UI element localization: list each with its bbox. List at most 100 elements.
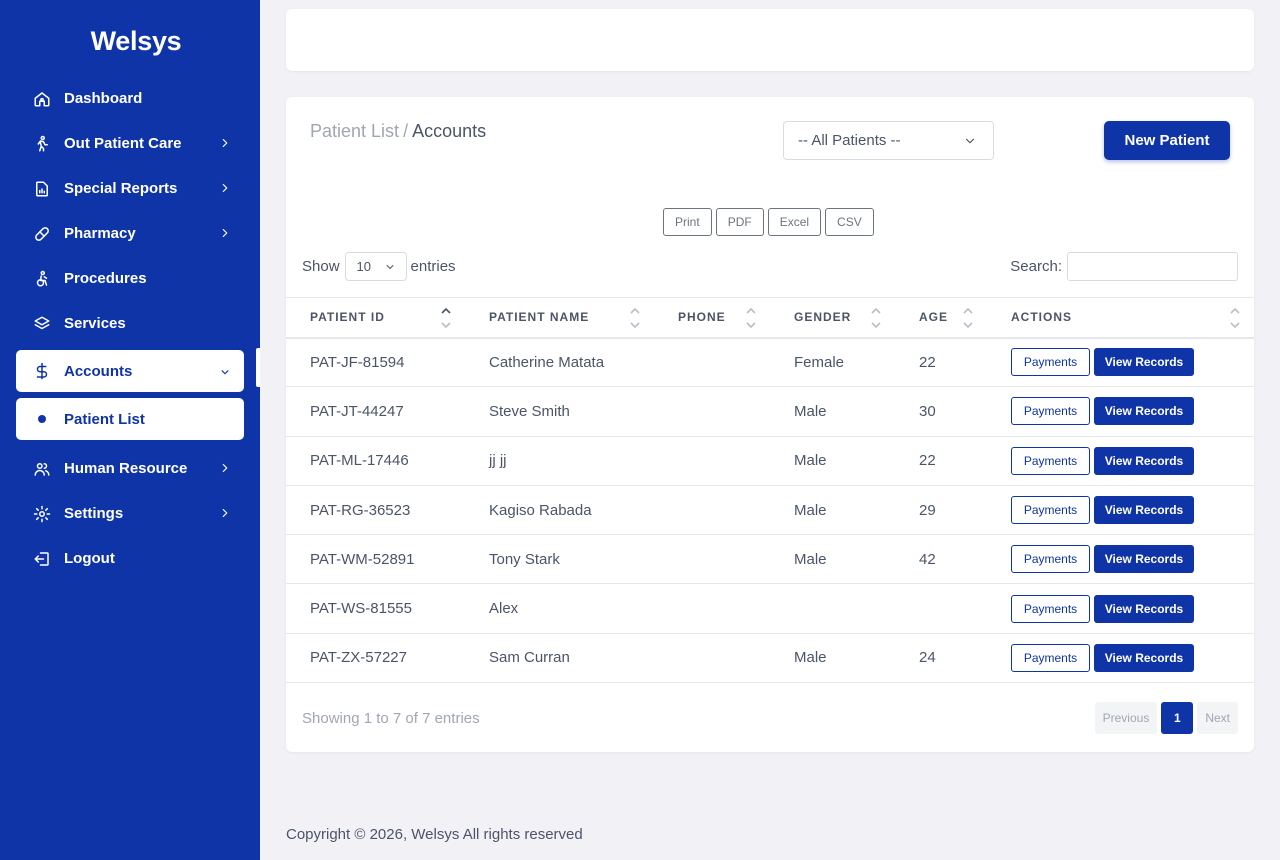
view-records-button[interactable]: View Records (1094, 594, 1194, 623)
excel-button[interactable]: Excel (767, 208, 822, 236)
entries-prefix: Show (302, 258, 340, 275)
view-records-button[interactable]: View Records (1094, 545, 1194, 574)
pagination-previous[interactable]: Previous (1094, 702, 1158, 734)
gear-icon (32, 504, 52, 524)
payments-button[interactable]: Payments (1011, 397, 1090, 426)
age-cell (895, 583, 987, 634)
sidebar-item-label: Logout (64, 550, 115, 567)
patient-id-cell: PAT-JT-44247 (286, 386, 465, 437)
patient-name-cell: Tony Stark (465, 534, 654, 585)
sidebar-nav: Dashboard Out Patient Care Special Repor… (16, 76, 244, 581)
actions-cell: Payments View Records (987, 534, 1254, 585)
payments-button[interactable]: Payments (1011, 643, 1090, 672)
patient-name-cell: jj jj (465, 436, 654, 486)
sidebar-item-procedures[interactable]: Procedures (16, 256, 244, 301)
chevron-down-icon (218, 365, 232, 379)
payments-button[interactable]: Payments (1011, 348, 1090, 377)
pagination: Previous 1 Next (1094, 702, 1238, 734)
new-patient-button[interactable]: New Patient (1104, 121, 1230, 160)
bullet-icon (38, 415, 46, 423)
patient-id-cell: PAT-WM-52891 (286, 534, 465, 585)
active-indicator (256, 348, 260, 387)
sort-icon (630, 307, 640, 329)
search-input[interactable] (1067, 252, 1238, 281)
view-records-button[interactable]: View Records (1094, 348, 1194, 377)
age-cell: 22 (895, 337, 987, 388)
patient-filter-value: -- All Patients -- (798, 132, 901, 149)
payments-button[interactable]: Payments (1011, 594, 1090, 623)
patient-filter-select[interactable]: -- All Patients -- (783, 121, 994, 160)
gender-cell: Male (770, 436, 895, 486)
sidebar-item-special-reports[interactable]: Special Reports (16, 166, 244, 211)
age-cell: 29 (895, 485, 987, 536)
sidebar-item-patient-list[interactable]: Patient List (16, 398, 244, 440)
home-icon (32, 89, 52, 109)
sort-icon (746, 307, 756, 329)
table-search: Search: (1010, 252, 1238, 281)
pdf-button[interactable]: PDF (715, 208, 764, 236)
sidebar-item-label: Patient List (64, 410, 145, 428)
patient-list-card: Patient List / Accounts -- All Patients --… (286, 97, 1254, 752)
search-label: Search: (1010, 258, 1062, 275)
sidebar-item-pharmacy[interactable]: Pharmacy (16, 211, 244, 256)
column-header-actions[interactable]: ACTIONS (987, 297, 1254, 339)
patient-id-cell: PAT-ZX-57227 (286, 633, 465, 684)
gender-cell: Male (770, 633, 895, 684)
phone-cell (654, 337, 770, 388)
sidebar-item-label: Services (64, 315, 126, 332)
sidebar-item-logout[interactable]: Logout (16, 536, 244, 581)
walking-icon (32, 134, 52, 154)
sort-icon (441, 307, 451, 329)
patient-name-cell: Catherine Matata (465, 337, 654, 388)
view-records-button[interactable]: View Records (1094, 496, 1194, 525)
sort-icon (871, 307, 881, 329)
payments-button[interactable]: Payments (1011, 446, 1090, 475)
column-header-phone[interactable]: PHONE (654, 297, 770, 339)
report-icon (32, 179, 52, 199)
sidebar-item-label: Dashboard (64, 90, 143, 107)
entries-suffix: entries (410, 258, 456, 275)
payments-button[interactable]: Payments (1011, 496, 1090, 525)
sidebar-item-dashboard[interactable]: Dashboard (16, 76, 244, 121)
csv-button[interactable]: CSV (825, 208, 874, 236)
pagination-next[interactable]: Next (1197, 702, 1238, 734)
pagination-page-1[interactable]: 1 (1161, 702, 1194, 734)
entries-length-select[interactable]: 10 (344, 252, 407, 281)
sidebar-item-accounts[interactable]: Accounts (16, 350, 244, 392)
sidebar-item-services[interactable]: Services (16, 301, 244, 346)
sidebar-item-human-resource[interactable]: Human Resource (16, 446, 244, 491)
gender-cell: Female (770, 337, 895, 388)
column-header-patient-id[interactable]: PATIENT ID (286, 297, 465, 339)
table-row: PAT-WS-81555 Alex Payments View Records (286, 583, 1254, 634)
sidebar-item-label: Special Reports (64, 180, 178, 197)
breadcrumb-separator: / (403, 121, 409, 141)
column-header-age[interactable]: AGE (895, 297, 987, 339)
view-records-button[interactable]: View Records (1094, 446, 1194, 475)
column-header-patient-name[interactable]: PATIENT NAME (465, 297, 654, 339)
view-records-button[interactable]: View Records (1094, 643, 1194, 672)
patient-id-cell: PAT-ML-17446 (286, 436, 465, 486)
phone-cell (654, 583, 770, 634)
breadcrumb-parent[interactable]: Patient List (310, 121, 400, 141)
sidebar-item-out-patient-care[interactable]: Out Patient Care (16, 121, 244, 166)
table-row: PAT-WM-52891 Tony Stark Male 42 Payments… (286, 534, 1254, 585)
users-icon (32, 459, 52, 479)
actions-cell: Payments View Records (987, 386, 1254, 437)
chevron-right-icon (218, 181, 232, 195)
payments-button[interactable]: Payments (1011, 545, 1090, 574)
phone-cell (654, 534, 770, 585)
brand-logo: Welsys (90, 26, 182, 56)
column-header-gender[interactable]: GENDER (770, 297, 895, 339)
patient-name-cell: Sam Curran (465, 633, 654, 684)
chevron-right-icon (218, 226, 232, 240)
layers-icon (32, 314, 52, 334)
gender-cell: Male (770, 386, 895, 437)
view-records-button[interactable]: View Records (1094, 397, 1194, 426)
pill-icon (32, 224, 52, 244)
sort-icon (963, 307, 973, 329)
logout-icon (32, 549, 52, 569)
breadcrumb-current: Accounts (412, 121, 487, 141)
print-button[interactable]: Print (663, 208, 712, 236)
chevron-right-icon (218, 506, 232, 520)
sidebar-item-settings[interactable]: Settings (16, 491, 244, 536)
